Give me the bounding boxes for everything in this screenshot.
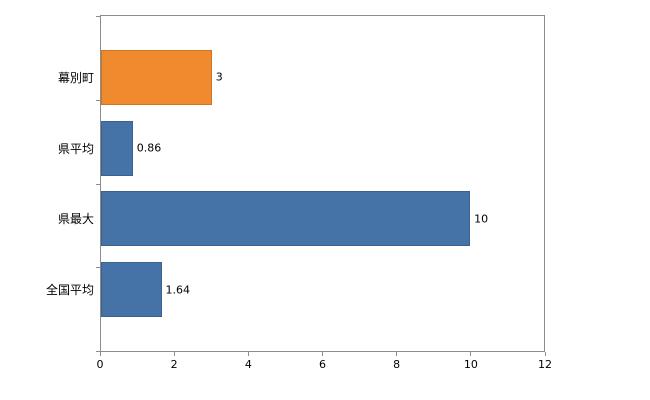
bar: [101, 49, 212, 105]
x-tick-mark: [247, 352, 249, 356]
category-label: 幕別町: [57, 70, 94, 85]
x-tick-mark: [470, 352, 472, 356]
x-tick-mark: [322, 352, 323, 356]
bar: [101, 191, 471, 247]
value-label: 1.64: [165, 283, 191, 297]
chart-row: 全国平均 1.64: [46, 254, 544, 325]
y-tick-mark: [96, 351, 100, 352]
chart-row: 幕別町 3: [58, 42, 544, 113]
x-tick-label: 10: [463, 358, 478, 371]
y-tick-mark: [96, 99, 100, 101]
bar: [101, 120, 133, 176]
x-tick-label: 0: [96, 358, 104, 371]
x-tick-label: 12: [538, 358, 552, 371]
x-axis: 0 2 4 6 8 10 12: [96, 352, 552, 382]
x-tick-label: 4: [244, 358, 252, 371]
y-tick-mark: [96, 183, 100, 185]
x-tick-label: 6: [319, 358, 326, 371]
x-tick-mark: [99, 352, 101, 356]
plot-area: 幕別町 3 県平均 0.86 県最大 10 全国平均 1.64: [46, 15, 545, 352]
bar-series: 幕別町 3 県平均 0.86 県最大 10 全国平均 1.64: [46, 16, 544, 351]
category-label: 全国平均: [45, 283, 94, 298]
value-label: 0.86: [136, 141, 162, 155]
category-label: 県最大: [57, 212, 94, 227]
y-tick-mark: [96, 16, 100, 17]
value-label: 3: [215, 70, 223, 84]
x-tick-mark: [173, 352, 175, 356]
x-tick-mark: [396, 352, 398, 356]
category-label: 県平均: [57, 141, 94, 156]
y-tick-mark: [96, 267, 100, 269]
value-label: 10: [474, 212, 489, 226]
x-tick-label: 2: [170, 358, 178, 371]
x-tick-mark: [544, 352, 546, 356]
x-tick-label: 8: [393, 358, 401, 371]
chart-row: 県最大 10: [58, 184, 544, 255]
chart-row: 県平均 0.86: [58, 113, 544, 184]
bar: [101, 262, 162, 318]
